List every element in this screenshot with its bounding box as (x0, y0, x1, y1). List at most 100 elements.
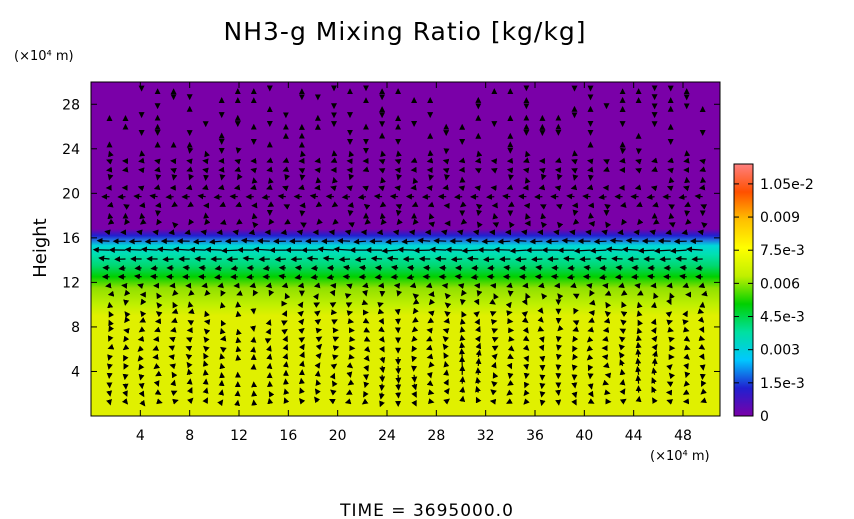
wind-vector (428, 298, 436, 306)
wind-vector (650, 318, 657, 326)
wind-vector (316, 218, 323, 225)
wind-vector (246, 273, 254, 280)
wind-vector (150, 273, 158, 280)
wind-vector (133, 193, 142, 200)
wind-vector (202, 369, 209, 376)
wind-vector (298, 360, 305, 368)
wind-vector (651, 166, 658, 172)
wind-vector (219, 201, 227, 207)
wind-vector (281, 282, 289, 289)
wind-vector (587, 326, 594, 333)
wind-vector (458, 185, 466, 192)
wind-vector (572, 353, 579, 361)
wind-vector (370, 255, 383, 262)
wind-vector (619, 328, 627, 335)
wind-vector (522, 157, 530, 164)
wind-vector (298, 168, 306, 174)
wind-vector (170, 390, 178, 397)
colorbar (733, 163, 754, 417)
wind-vector (522, 326, 529, 334)
wind-vector (427, 389, 435, 396)
wind-vector (282, 353, 289, 360)
wind-vector (138, 390, 145, 398)
wind-vector (266, 157, 274, 163)
wind-vector (509, 221, 515, 229)
wind-vector (306, 255, 318, 262)
wind-vector (354, 256, 367, 263)
wind-vector (678, 194, 687, 201)
wind-vector (362, 374, 369, 381)
wind-vector (583, 264, 591, 271)
wind-vector (433, 237, 447, 244)
wind-vector (395, 374, 402, 384)
wind-vector (554, 157, 562, 164)
wind-vector (491, 328, 499, 334)
wind-vector (563, 255, 575, 262)
wind-vector (618, 282, 625, 289)
wind-vector (650, 185, 658, 192)
wind-vector (553, 229, 560, 236)
wind-vector (586, 354, 594, 361)
wind-vector (587, 383, 594, 390)
wind-vector (442, 167, 450, 174)
wind-vector (265, 328, 271, 335)
plot-frame (90, 81, 721, 417)
wind-vector (443, 352, 450, 359)
wind-vector (396, 218, 403, 226)
wind-vector (376, 229, 384, 236)
wind-vector (168, 354, 175, 361)
wind-vector (118, 265, 126, 272)
wind-vector (121, 398, 129, 405)
wind-vector (138, 382, 145, 390)
wind-vector (170, 326, 177, 333)
wind-vector (378, 168, 386, 174)
wind-vector (456, 229, 464, 236)
wind-vector (587, 390, 594, 398)
y-axis-ticks: 4 8 12 16 20 24 28 (62, 97, 720, 380)
wind-vector (313, 282, 321, 289)
wind-vector (697, 316, 705, 323)
wind-vector (155, 370, 162, 377)
y-tick-label: 20 (62, 186, 80, 202)
wind-vector (282, 343, 289, 351)
wind-vector (390, 264, 399, 271)
wind-vector (220, 289, 227, 297)
wind-vector (140, 246, 158, 253)
wind-vector (104, 229, 111, 236)
wind-vector (572, 218, 580, 225)
wind-vector (440, 229, 448, 236)
wind-vector (701, 222, 708, 229)
wind-vector (698, 282, 706, 289)
wind-vector (605, 221, 612, 229)
wind-vector (283, 388, 290, 395)
wind-vector (122, 373, 129, 381)
x-tick-label: 4 (136, 428, 145, 444)
chart-title: NH3-g Mixing Ratio [kg/kg] (224, 17, 587, 46)
wind-vector (685, 218, 692, 225)
wind-vector (635, 365, 642, 375)
x-tick-label: 16 (279, 428, 297, 444)
wind-vector (411, 345, 418, 353)
wind-vector (566, 274, 575, 281)
wind-vector (649, 229, 656, 236)
wind-vector (699, 158, 706, 165)
wind-vector (330, 389, 337, 396)
wind-vector (611, 255, 623, 262)
wind-vector (297, 282, 305, 289)
wind-vector (156, 246, 174, 253)
wind-vector (185, 184, 193, 191)
wind-vector (188, 289, 195, 296)
wind-vector (507, 379, 514, 386)
wind-vector (619, 388, 626, 395)
wind-vector (280, 229, 287, 236)
wind-vector (218, 389, 225, 396)
wind-vector (314, 362, 321, 369)
wind-vector (459, 386, 466, 393)
wind-vector (253, 246, 270, 253)
wind-vector (282, 361, 289, 368)
wind-vector (278, 273, 286, 280)
wind-vector (602, 335, 609, 342)
wind-vector (322, 255, 335, 262)
wind-vector (379, 356, 386, 364)
heatmap-field (91, 82, 720, 416)
